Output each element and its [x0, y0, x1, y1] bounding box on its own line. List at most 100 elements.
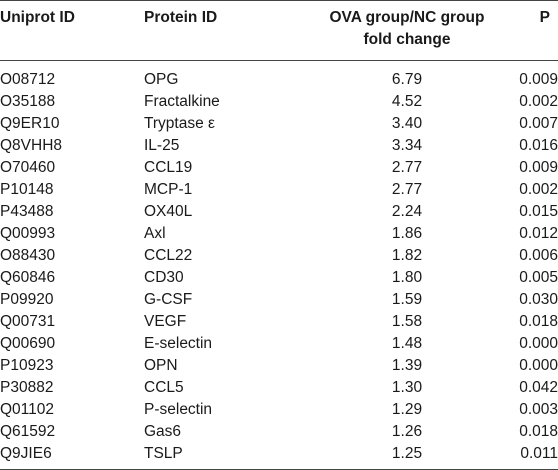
- header-p-value: P: [539, 9, 550, 26]
- p-value-cell: 0.003: [519, 401, 558, 418]
- table-row: P10148 MCP-1 2.77 0.002: [0, 179, 558, 201]
- uniprot-cell: Q60846: [0, 269, 56, 286]
- table-row: P10923 OPN 1.39 0.000: [0, 355, 558, 377]
- p-value-cell: 0.030: [519, 291, 558, 308]
- protein-cell: E-selectin: [144, 335, 213, 352]
- p-value-cell: 0.002: [519, 93, 558, 110]
- uniprot-cell: Q00690: [0, 335, 56, 352]
- p-value-cell: 0.000: [519, 357, 558, 374]
- header-fold-change-line2: fold change: [363, 31, 451, 48]
- p-value-cell: 0.000: [519, 335, 558, 352]
- uniprot-cell: P10923: [0, 357, 54, 374]
- uniprot-cell: Q9ER10: [0, 115, 60, 132]
- protein-cell: Axl: [144, 225, 166, 242]
- table-row: O88430 CCL22 1.82 0.006: [0, 245, 558, 267]
- p-value-cell: 0.016: [519, 137, 558, 154]
- table-row: P30882 CCL5 1.30 0.042: [0, 377, 558, 399]
- protein-cell: Fractalkine: [144, 93, 220, 110]
- protein-cell: OX40L: [144, 203, 193, 220]
- uniprot-cell: O70460: [0, 159, 56, 176]
- protein-cell: CD30: [144, 269, 184, 286]
- table-top-rule: [0, 0, 558, 1]
- uniprot-cell: P10148: [0, 181, 54, 198]
- table-row: O70460 CCL19 2.77 0.009: [0, 157, 558, 179]
- protein-cell: OPG: [144, 71, 179, 88]
- p-value-cell: 0.002: [519, 181, 558, 198]
- uniprot-cell: Q61592: [0, 423, 56, 440]
- p-value-cell: 0.015: [519, 203, 558, 220]
- uniprot-cell: Q01102: [0, 401, 55, 418]
- protein-cell: CCL5: [144, 379, 184, 396]
- p-value-cell: 0.012: [519, 225, 558, 242]
- fold-change-cell: 3.40: [391, 115, 423, 132]
- table-row: P43488 OX40L 2.24 0.015: [0, 201, 558, 223]
- protein-cell: IL-25: [144, 137, 180, 154]
- fold-change-cell: 1.39: [391, 357, 423, 374]
- protein-cell: Tryptase ε: [144, 115, 215, 132]
- fold-change-cell: 3.34: [391, 137, 423, 154]
- table-row: P09920 G-CSF 1.59 0.030: [0, 289, 558, 311]
- protein-cell: MCP-1: [144, 181, 193, 198]
- uniprot-cell: P09920: [0, 291, 54, 308]
- fold-change-cell: 1.86: [391, 225, 423, 242]
- fold-change-cell: 1.26: [391, 423, 423, 440]
- table-row: Q00690 E-selectin 1.48 0.000: [0, 333, 558, 355]
- protein-cell: CCL22: [144, 247, 193, 264]
- protein-cell: G-CSF: [144, 291, 193, 308]
- table-row: Q00731 VEGF 1.58 0.018: [0, 311, 558, 333]
- table-row: Q8VHH8 IL-25 3.34 0.016: [0, 135, 558, 157]
- header-rule: [0, 60, 558, 61]
- table-row: O35188 Fractalkine 4.52 0.002: [0, 91, 558, 113]
- p-value-cell: 0.009: [519, 71, 558, 88]
- p-value-cell: 0.009: [519, 159, 558, 176]
- table-row: Q00993 Axl 1.86 0.012: [0, 223, 558, 245]
- table-row: Q01102 P-selectin 1.29 0.003: [0, 399, 558, 421]
- table-body: O08712 OPG 6.79 0.009 O35188 Fractalkine 4.52 0…: [0, 69, 558, 465]
- fold-change-cell: 2.77: [391, 181, 423, 198]
- header-uniprot-id: Uniprot ID: [0, 9, 75, 26]
- table-row: Q9ER10 Tryptase ε 3.40 0.007: [0, 113, 558, 135]
- fold-change-cell: 6.79: [391, 71, 423, 88]
- fold-change-cell: 1.59: [391, 291, 423, 308]
- p-value-cell: 0.007: [519, 115, 558, 132]
- fold-change-cell: 1.48: [391, 335, 423, 352]
- uniprot-cell: Q00993: [0, 225, 56, 242]
- fold-change-cell: 1.30: [391, 379, 423, 396]
- p-value-cell: 0.018: [519, 423, 558, 440]
- p-value-cell: 0.005: [519, 269, 558, 286]
- fold-change-cell: 1.29: [391, 401, 423, 418]
- p-value-cell: 0.011: [520, 445, 558, 462]
- uniprot-cell: O08712: [0, 71, 56, 88]
- table-row: O08712 OPG 6.79 0.009: [0, 69, 558, 91]
- protein-cell: VEGF: [144, 313, 187, 330]
- protein-cell: Gas6: [144, 423, 182, 440]
- header-protein-id: Protein ID: [144, 9, 218, 26]
- p-value-cell: 0.042: [519, 379, 558, 396]
- table-row: Q9JIE6 TSLP 1.25 0.011: [0, 443, 558, 465]
- uniprot-cell: P43488: [0, 203, 54, 220]
- uniprot-cell: Q8VHH8: [0, 137, 63, 154]
- protein-cell: TSLP: [144, 445, 183, 462]
- fold-change-cell: 2.24: [391, 203, 423, 220]
- uniprot-cell: O88430: [0, 247, 56, 264]
- fold-change-cell: 1.25: [391, 445, 423, 462]
- protein-cell: P-selectin: [144, 401, 213, 418]
- fold-change-cell: 2.77: [391, 159, 423, 176]
- uniprot-cell: Q00731: [0, 313, 56, 330]
- fold-change-cell: 4.52: [391, 93, 423, 110]
- protein-cell: CCL19: [144, 159, 193, 176]
- uniprot-cell: O35188: [0, 93, 56, 110]
- header-fold-change: OVA group/NC group fold change: [300, 7, 514, 51]
- fold-change-cell: 1.82: [391, 247, 423, 264]
- uniprot-cell: P30882: [0, 379, 54, 396]
- uniprot-cell: Q9JIE6: [0, 445, 52, 462]
- p-value-cell: 0.018: [519, 313, 558, 330]
- protein-cell: OPN: [144, 357, 178, 374]
- p-value-cell: 0.006: [519, 247, 558, 264]
- header-fold-change-line1: OVA group/NC group: [329, 9, 485, 26]
- fold-change-cell: 1.58: [391, 313, 423, 330]
- table-row: Q60846 CD30 1.80 0.005: [0, 267, 558, 289]
- fold-change-cell: 1.80: [391, 269, 423, 286]
- table-row: Q61592 Gas6 1.26 0.018: [0, 421, 558, 443]
